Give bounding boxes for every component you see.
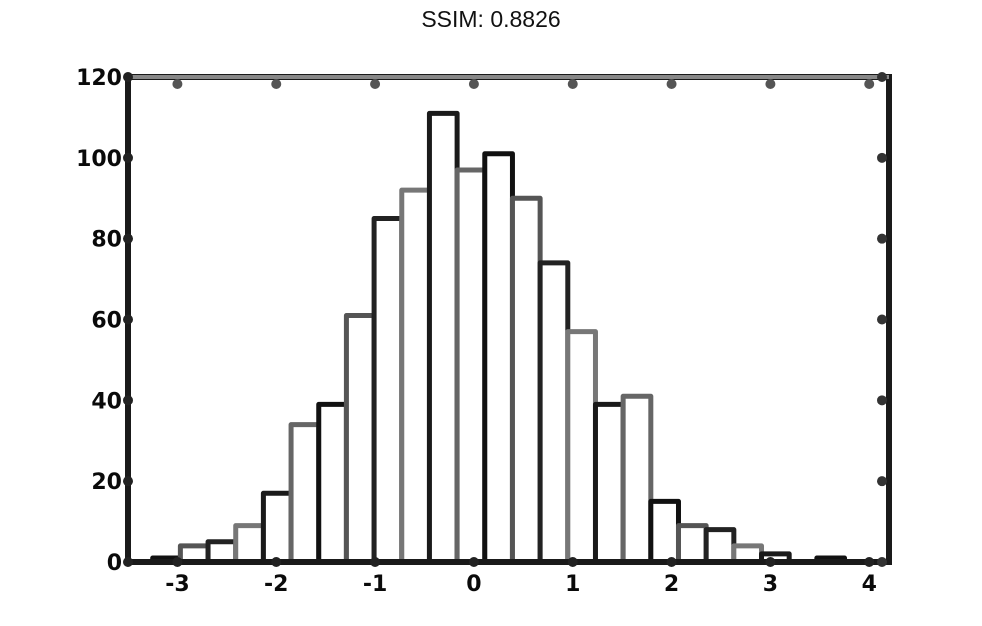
y-tick-mark-right xyxy=(877,557,887,567)
histogram-bar xyxy=(260,490,294,565)
y-tick-mark-right xyxy=(877,72,887,82)
histogram-bar xyxy=(233,523,266,565)
histogram-bar xyxy=(343,312,377,565)
y-tick-mark xyxy=(123,476,133,487)
x-tick-mark-top xyxy=(567,79,578,89)
histogram-bar xyxy=(482,151,515,565)
x-tick-mark xyxy=(765,557,776,567)
y-tick-mark xyxy=(123,233,133,244)
x-tick-mark-top xyxy=(172,79,183,89)
y-tick-mark-right xyxy=(877,314,887,325)
histogram-bar xyxy=(565,329,598,565)
y-tick-mark xyxy=(123,72,133,82)
histogram-bar xyxy=(592,401,626,565)
x-tick-mark xyxy=(567,557,578,567)
y-tick-mark-right xyxy=(877,152,887,163)
x-tick-label: 2 xyxy=(664,572,679,597)
x-tick-mark-top xyxy=(864,79,875,89)
histogram-bar xyxy=(426,110,460,565)
y-tick-mark xyxy=(123,395,133,406)
x-tick-label: -1 xyxy=(363,572,387,597)
x-tick-mark-top xyxy=(765,79,776,89)
y-tick-mark xyxy=(123,557,133,567)
histogram-bar xyxy=(509,195,543,565)
x-tick-mark-top xyxy=(666,79,677,89)
y-tick-mark xyxy=(123,314,133,325)
x-tick-mark xyxy=(468,557,479,567)
x-tick-label: 4 xyxy=(862,572,877,597)
ticks-layer xyxy=(123,72,887,567)
x-tick-label: -2 xyxy=(264,572,288,597)
histogram-bar xyxy=(316,401,349,565)
histogram-bar xyxy=(648,498,681,565)
y-tick-label: 40 xyxy=(91,389,122,414)
y-tick-label: 100 xyxy=(76,147,122,172)
histogram-bar xyxy=(703,527,737,565)
bars-layer xyxy=(150,110,848,565)
x-tick-mark xyxy=(666,557,677,567)
histogram-bar xyxy=(620,393,654,565)
histogram-bar xyxy=(675,523,709,565)
x-tick-mark-top xyxy=(370,79,381,89)
histogram-bar xyxy=(288,422,322,565)
y-tick-label: 20 xyxy=(91,470,122,495)
x-tick-label: 1 xyxy=(565,572,580,597)
x-tick-label: 3 xyxy=(763,572,778,597)
y-tick-mark-right xyxy=(877,233,887,244)
x-tick-mark xyxy=(172,557,183,567)
histogram-bar xyxy=(399,187,432,565)
x-tick-label: -3 xyxy=(165,572,189,597)
x-tick-mark-top xyxy=(468,79,479,89)
histogram-bar xyxy=(371,215,405,565)
y-tick-label: 80 xyxy=(91,228,122,253)
x-tick-mark xyxy=(864,557,875,567)
chart-title: SSIM: 0.8826 xyxy=(421,6,561,32)
histogram-bar xyxy=(454,167,488,565)
y-tick-mark-right xyxy=(877,476,887,487)
x-tick-mark xyxy=(370,557,381,567)
y-tick-label: 60 xyxy=(91,309,122,334)
y-tick-label: 0 xyxy=(107,551,122,576)
y-tick-mark-right xyxy=(877,395,887,406)
y-tick-label: 120 xyxy=(76,66,122,91)
histogram-bar xyxy=(205,539,239,565)
y-tick-mark xyxy=(123,152,133,163)
histogram-bar xyxy=(537,260,571,565)
x-tick-label: 0 xyxy=(466,572,481,597)
x-tick-mark-top xyxy=(271,79,282,89)
x-tick-mark xyxy=(271,557,282,567)
